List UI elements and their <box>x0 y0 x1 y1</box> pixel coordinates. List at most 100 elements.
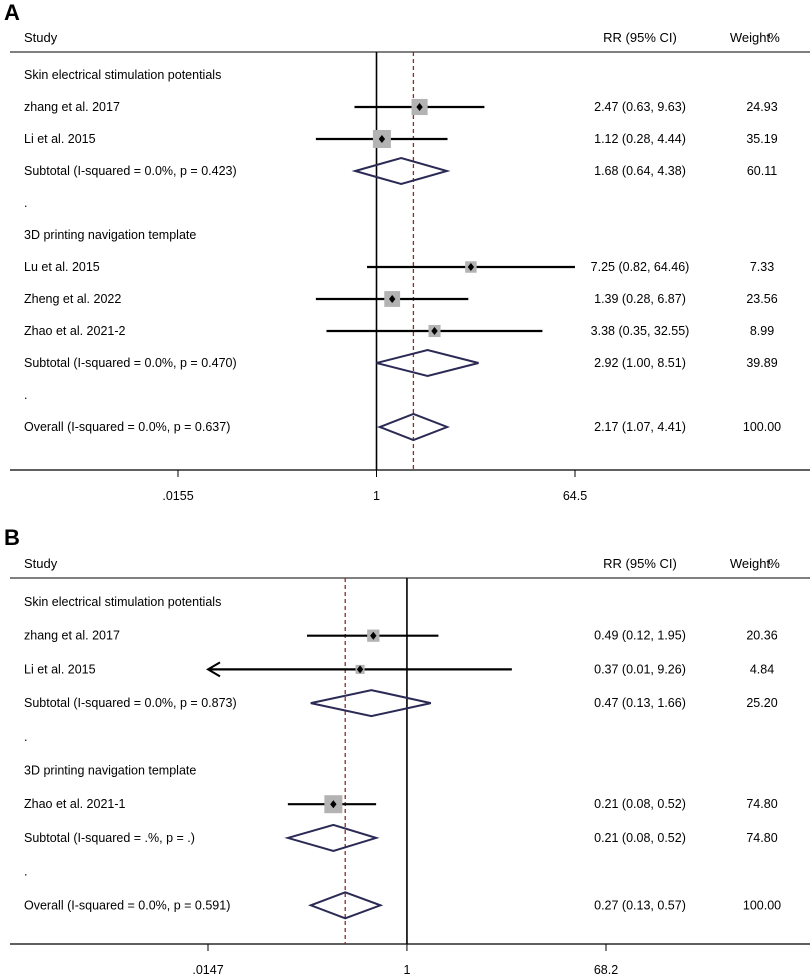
rr-ci-value: 0.27 (0.13, 0.57) <box>594 898 686 912</box>
rr-ci-value: 1.39 (0.28, 6.87) <box>594 292 686 306</box>
study-label: zhang et al. 2017 <box>24 629 120 643</box>
header-study: Study <box>24 556 58 571</box>
weight-value: 25.20 <box>746 696 777 710</box>
row-study: Zheng et al. 2022 1.39 (0.28, 6.87) 23.56 <box>24 291 778 307</box>
rr-ci-value: 0.49 (0.12, 1.95) <box>594 629 686 643</box>
point-estimate <box>356 665 364 674</box>
rr-ci-value: 1.68 (0.64, 4.38) <box>594 164 686 178</box>
study-label: Zhao et al. 2021-1 <box>24 797 126 811</box>
weight-value: 100.00 <box>743 898 781 912</box>
weight-value: 20.36 <box>746 629 777 643</box>
group-label: 3D printing navigation template <box>24 228 196 242</box>
subtotal-diamond <box>284 823 380 852</box>
row-dot: . <box>24 388 27 402</box>
forest-panel-b: B Study RR (95% CI) Weight% .0147 1 68.2 Skin e… <box>4 525 810 976</box>
rr-ci-value: 7.25 (0.82, 64.46) <box>591 260 690 274</box>
forest-panel-a: A Study RR (95% CI) Weight% .0155 1 64.5 Skin e… <box>4 0 810 503</box>
row-study: zhang et al. 2017 0.49 (0.12, 1.95) 20.36 <box>24 629 778 643</box>
row-subtotal: Subtotal (I-squared = .%, p = .) 0.21 (0.… <box>24 823 778 852</box>
header-study: Study <box>24 30 58 45</box>
row-dot: . <box>24 730 27 744</box>
overall-diamond <box>307 891 384 920</box>
row-study: zhang et al. 2017 2.47 (0.63, 9.63) 24.93 <box>24 98 778 116</box>
study-label: Subtotal (I-squared = 0.0%, p = 0.873) <box>24 696 237 710</box>
axis-tick-label: 68.2 <box>594 963 618 976</box>
axis-tick-label: 1 <box>403 963 410 976</box>
row-study: Zhao et al. 2021-2 3.38 (0.35, 32.55) 8.99 <box>24 324 774 338</box>
spacer-dot: . <box>24 388 27 402</box>
rr-ci-value: 3.38 (0.35, 32.55) <box>591 324 690 338</box>
rr-ci-value: 2.17 (1.07, 4.41) <box>594 420 686 434</box>
group-label: 3D printing navigation template <box>24 764 196 778</box>
weight-value: 100.00 <box>743 420 781 434</box>
weight-value: 35.19 <box>746 132 777 146</box>
row-study: Li et al. 2015 0.37 (0.01, 9.26) 4.84 <box>24 661 774 678</box>
study-label: Subtotal (I-squared = .%, p = .) <box>24 831 195 845</box>
subtotal-diamond <box>310 689 432 718</box>
point-estimate <box>330 800 337 809</box>
weight-value: 8.99 <box>750 324 774 338</box>
axis-tick-label: .0147 <box>192 963 223 976</box>
point-estimate <box>467 263 475 271</box>
point-estimate <box>378 135 386 143</box>
weight-value: 74.80 <box>746 797 777 811</box>
point-estimate <box>370 631 377 640</box>
weight-value: 4.84 <box>750 662 774 676</box>
study-label: Subtotal (I-squared = 0.0%, p = 0.423) <box>24 164 237 178</box>
weight-value: 23.56 <box>746 292 777 306</box>
study-label: zhang et al. 2017 <box>24 100 120 114</box>
rr-ci-value: 2.92 (1.00, 8.51) <box>594 356 686 370</box>
row-group: Skin electrical stimulation potentials <box>24 68 221 82</box>
point-estimate <box>431 327 438 335</box>
header-weight-unit: % <box>768 556 780 571</box>
axis-tick-label: 1 <box>373 489 380 503</box>
subtotal-diamond <box>351 156 451 186</box>
point-estimate <box>416 103 423 111</box>
row-study: Lu et al. 2015 7.25 (0.82, 64.46) 7.33 <box>24 260 774 274</box>
rr-ci-value: 0.21 (0.08, 0.52) <box>594 831 686 845</box>
study-label: Lu et al. 2015 <box>24 260 100 274</box>
row-group: 3D printing navigation template <box>24 764 196 778</box>
weight-value: 39.89 <box>746 356 777 370</box>
row-group: 3D printing navigation template <box>24 228 196 242</box>
rr-ci-value: 0.37 (0.01, 9.26) <box>594 662 686 676</box>
study-label: Zheng et al. 2022 <box>24 292 121 306</box>
row-subtotal: Subtotal (I-squared = 0.0%, p = 0.873) 0.… <box>24 689 778 718</box>
point-estimate <box>388 295 396 303</box>
header-estimate: RR (95% CI) <box>603 30 677 45</box>
spacer-dot: . <box>24 865 27 879</box>
rr-ci-value: 2.47 (0.63, 9.63) <box>594 100 686 114</box>
weight-value: 60.11 <box>747 164 777 178</box>
study-label: Subtotal (I-squared = 0.0%, p = 0.470) <box>24 356 237 370</box>
rr-ci-value: 0.21 (0.08, 0.52) <box>594 797 686 811</box>
study-label: Li et al. 2015 <box>24 662 96 676</box>
spacer-dot: . <box>24 196 27 210</box>
row-subtotal: Subtotal (I-squared = 0.0%, p = 0.470) 2.… <box>24 348 778 378</box>
overall-diamond <box>376 412 450 442</box>
group-label: Skin electrical stimulation potentials <box>24 68 221 82</box>
axis-tick-label: .0155 <box>162 489 193 503</box>
study-label: Overall (I-squared = 0.0%, p = 0.591) <box>24 898 230 912</box>
row-overall: Overall (I-squared = 0.0%, p = 0.637) 2.1… <box>24 412 781 442</box>
row-overall: Overall (I-squared = 0.0%, p = 0.591) 0.2… <box>24 891 781 920</box>
header-weight-unit: % <box>768 30 780 45</box>
panel-letter: B <box>4 525 20 550</box>
row-dot: . <box>24 196 27 210</box>
header-estimate: RR (95% CI) <box>603 556 677 571</box>
study-label: Zhao et al. 2021-2 <box>24 324 126 338</box>
rr-ci-value: 1.12 (0.28, 4.44) <box>594 132 686 146</box>
row-dot: . <box>24 865 27 879</box>
weight-value: 74.80 <box>746 831 777 845</box>
row-study: Li et al. 2015 1.12 (0.28, 4.44) 35.19 <box>24 130 778 148</box>
weight-value: 7.33 <box>750 260 774 274</box>
panel-letter: A <box>4 0 20 25</box>
row-study: Zhao et al. 2021-1 0.21 (0.08, 0.52) 74.80 <box>24 795 778 814</box>
subtotal-diamond <box>376 348 479 378</box>
weight-value: 24.93 <box>746 100 777 114</box>
row-group: Skin electrical stimulation potentials <box>24 595 221 609</box>
group-label: Skin electrical stimulation potentials <box>24 595 221 609</box>
row-subtotal: Subtotal (I-squared = 0.0%, p = 0.423) 1.… <box>24 156 777 186</box>
spacer-dot: . <box>24 730 27 744</box>
header-weight: Weight <box>730 556 771 571</box>
